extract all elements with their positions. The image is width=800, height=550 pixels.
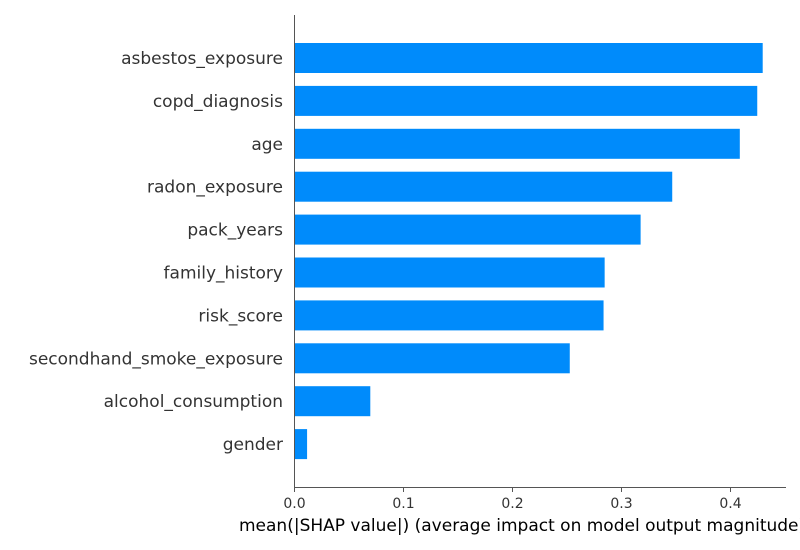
category-label-pack_years: pack_years xyxy=(187,221,283,241)
bars-group xyxy=(294,43,763,460)
category-label-age: age xyxy=(251,135,283,155)
x-ticks-group: 0.0 0.1 0.2 0.3 0.4 xyxy=(283,487,742,512)
category-label-alcohol_consumption: alcohol_consumption xyxy=(104,392,283,412)
category-label-secondhand_smoke_exposure: secondhand_smoke_exposure xyxy=(29,349,283,369)
x-tick-label: 0.0 xyxy=(283,496,305,512)
bar-pack_years xyxy=(294,214,641,245)
bar-age xyxy=(294,128,740,159)
category-label-radon_exposure: radon_exposure xyxy=(147,178,283,198)
bar-secondhand_smoke_exposure xyxy=(294,343,570,374)
bar-copd_diagnosis xyxy=(294,85,758,116)
bar-risk_score xyxy=(294,300,604,331)
category-label-family_history: family_history xyxy=(164,264,283,284)
x-tick-label: 0.2 xyxy=(501,496,523,512)
bar-gender xyxy=(294,429,308,460)
bar-family_history xyxy=(294,257,605,288)
category-label-copd_diagnosis: copd_diagnosis xyxy=(153,92,283,112)
category-label-risk_score: risk_score xyxy=(198,306,283,326)
x-axis-title: mean(|SHAP value|) (average impact on mo… xyxy=(239,516,800,536)
bar-alcohol_consumption xyxy=(294,386,371,417)
bar-radon_exposure xyxy=(294,171,673,202)
x-tick-label: 0.1 xyxy=(392,496,414,512)
bar-asbestos_exposure xyxy=(294,43,763,73)
category-label-gender: gender xyxy=(223,435,283,455)
category-label-asbestos_exposure: asbestos_exposure xyxy=(121,49,283,69)
x-tick-label: 0.3 xyxy=(610,496,632,512)
x-tick-label: 0.4 xyxy=(719,496,741,512)
